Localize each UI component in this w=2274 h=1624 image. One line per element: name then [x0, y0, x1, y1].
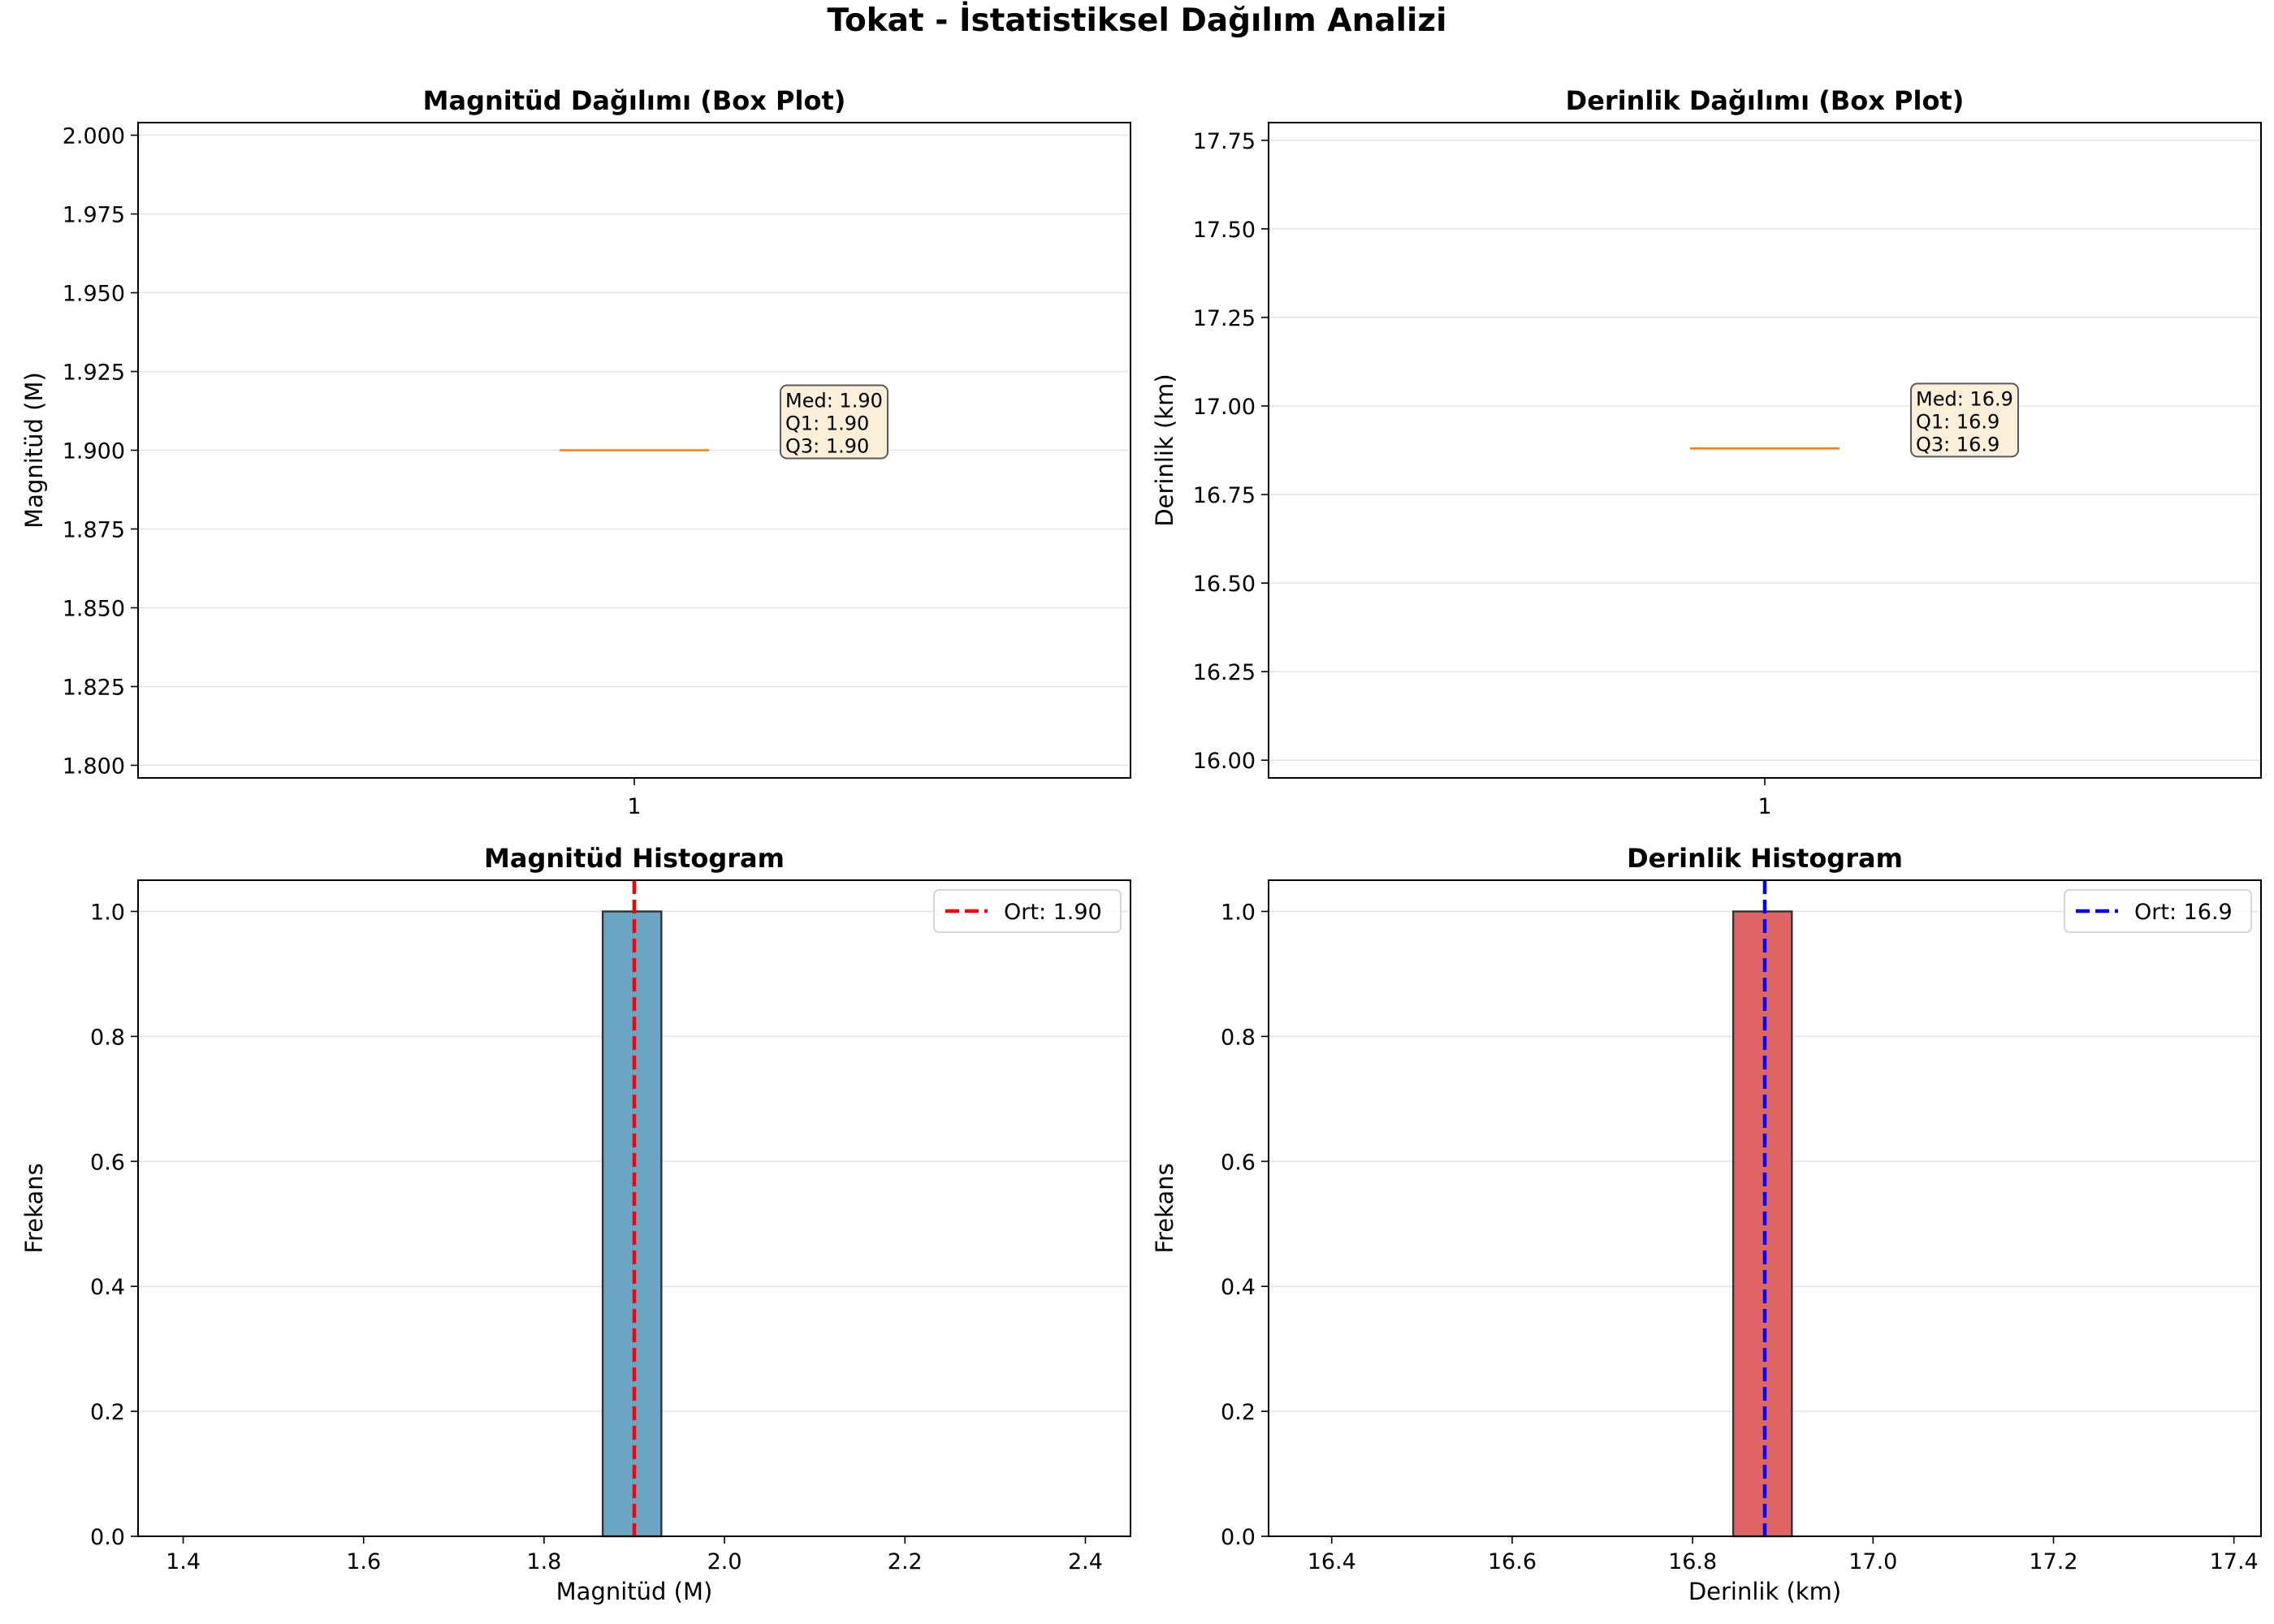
legend-box: [2064, 889, 2252, 933]
y-tick-label: 0.0: [1221, 1525, 1256, 1550]
stats-annotation-box: [780, 384, 888, 460]
y-tick-label: 1.950: [63, 282, 125, 307]
axes-frame: [1268, 879, 2262, 1537]
x-tick-label: 16.6: [1488, 1549, 1537, 1574]
y-axis-label: Derinlik (km): [1151, 374, 1178, 526]
y-tick-label: 0.8: [1221, 1025, 1256, 1050]
axes-frame: [1268, 122, 2262, 779]
y-tick-label: 1.975: [63, 203, 125, 228]
y-tick-label: 1.875: [63, 517, 125, 542]
y-tick-label: 17.00: [1193, 395, 1256, 420]
x-tick-label: 2.2: [888, 1549, 923, 1574]
panel-title: Derinlik Dağılımı (Box Plot): [1566, 85, 1965, 116]
x-tick-label: 17.4: [2210, 1549, 2259, 1574]
legend-box: [933, 889, 1122, 933]
legend-label: Ort: 16.9: [2134, 900, 2233, 925]
chart-panel-2: Derinlik Dağılımı (Box Plot) 16.00 16.25 16…: [1151, 85, 2262, 819]
y-tick-label: 16.50: [1193, 572, 1256, 597]
histogram-bar: [1731, 910, 1793, 1538]
y-tick-label: 1.0: [1221, 900, 1256, 925]
x-tick-label: 16.8: [1668, 1549, 1717, 1574]
x-axis-label: Derinlik (km): [1688, 1578, 1841, 1605]
stats-annotation-line: Q3: 16.9: [1916, 433, 1999, 456]
legend-label: Ort: 1.90: [1004, 900, 1102, 925]
stats-annotation-line: Q3: 1.90: [785, 435, 869, 458]
y-tick-label: 17.75: [1193, 129, 1256, 154]
x-tick-label: 16.4: [1308, 1549, 1356, 1574]
y-tick-label: 0.2: [1221, 1400, 1256, 1425]
stats-annotation-line: Med: 1.90: [785, 390, 883, 412]
y-tick-label: 1.925: [63, 361, 125, 386]
chart-panel-1: Magnitüd Dağılımı (Box Plot) 1.800 1.825 1.…: [20, 85, 1131, 819]
y-tick-label: 16.75: [1193, 483, 1256, 508]
y-tick-label: 0.4: [1221, 1275, 1256, 1300]
histogram-bar: [601, 910, 663, 1538]
y-tick-label: 0.2: [90, 1400, 125, 1425]
y-tick-label: 0.8: [90, 1025, 125, 1050]
x-tick-label: 1: [1757, 794, 1771, 819]
panel-title: Magnitüd Dağılımı (Box Plot): [423, 85, 846, 116]
y-tick-label: 1.0: [90, 900, 125, 925]
axes-frame: [137, 122, 1131, 779]
stats-annotation-box: [1910, 382, 2019, 458]
y-axis-label: Frekans: [1151, 1163, 1178, 1253]
panel-title: Magnitüd Histogram: [484, 843, 785, 874]
x-tick-label: 1.6: [346, 1549, 381, 1574]
y-axis-label: Frekans: [20, 1163, 48, 1253]
x-axis-label: Magnitüd (M): [556, 1578, 713, 1605]
y-tick-label: 1.825: [63, 675, 125, 700]
y-tick-label: 1.800: [63, 754, 125, 779]
x-tick-label: 2.0: [707, 1549, 742, 1574]
figure-title: Tokat - İstatistiksel Dağılım Analizi: [827, 2, 1447, 39]
y-tick-label: 1.900: [63, 439, 125, 464]
y-tick-label: 1.850: [63, 596, 125, 621]
x-tick-label: 1.8: [526, 1549, 561, 1574]
y-tick-label: 17.25: [1193, 306, 1256, 331]
chart-panel-3: Magnitüd Histogram 0.0 0.2 0.4 0.6 0.8 1.0 Frek…: [20, 843, 1131, 1605]
x-tick-label: 1.4: [166, 1549, 201, 1574]
panel-title: Derinlik Histogram: [1627, 843, 1903, 874]
y-tick-label: 0.4: [90, 1275, 125, 1300]
y-tick-label: 0.6: [1221, 1150, 1256, 1175]
x-tick-label: 2.4: [1068, 1549, 1103, 1574]
y-tick-label: 17.50: [1193, 218, 1256, 243]
chart-panel-4: Derinlik Histogram 0.0 0.2 0.4 0.6 0.8 1.0 Frek…: [1151, 843, 2262, 1605]
y-tick-label: 0.6: [90, 1150, 125, 1175]
y-tick-label: 0.0: [90, 1525, 125, 1550]
axes-frame: [137, 879, 1131, 1537]
stats-annotation-line: Q1: 16.9: [1916, 410, 1999, 433]
x-tick-label: 17.2: [2029, 1549, 2077, 1574]
y-tick-label: 16.25: [1193, 660, 1256, 685]
y-axis-label: Magnitüd (M): [20, 372, 48, 529]
x-tick-label: 1: [627, 794, 641, 819]
y-tick-label: 16.00: [1193, 749, 1256, 774]
y-tick-label: 2.000: [63, 124, 125, 149]
x-tick-label: 17.0: [1848, 1549, 1897, 1574]
stats-annotation-line: Med: 16.9: [1916, 387, 2013, 410]
stats-annotation-line: Q1: 1.90: [785, 412, 869, 435]
